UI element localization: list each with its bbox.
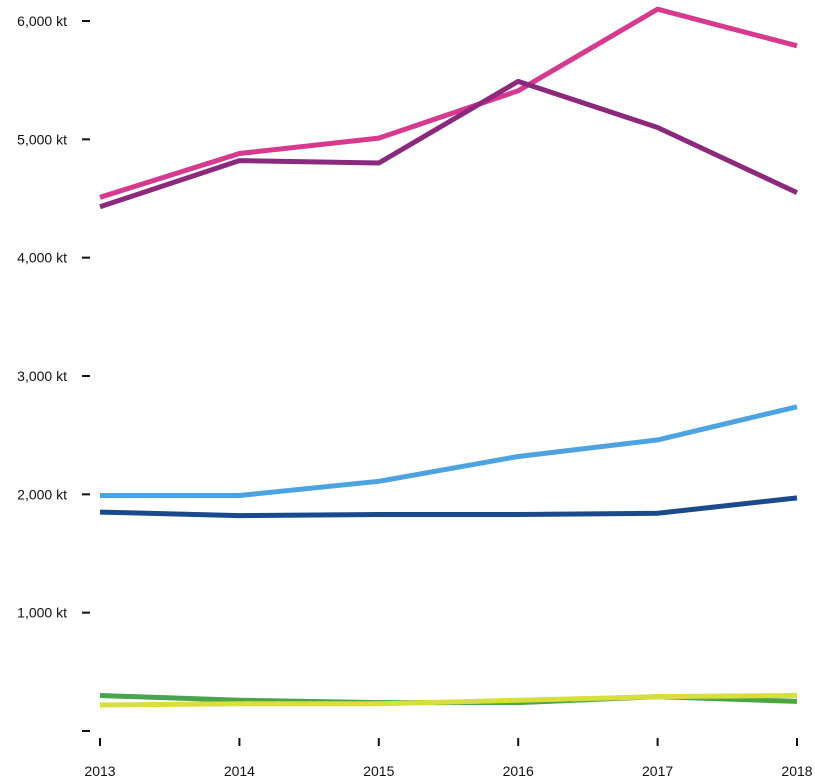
x-tick-label: 2017 xyxy=(642,763,673,779)
y-tick-label: 5,000 kt xyxy=(17,131,67,147)
x-tick-label: 2016 xyxy=(503,763,534,779)
y-tick-label: 6,000 kt xyxy=(17,13,67,29)
series-layer xyxy=(100,9,797,705)
x-tick-label: 2014 xyxy=(224,763,255,779)
x-tick-label: 2013 xyxy=(84,763,115,779)
series-line-1 xyxy=(100,9,797,197)
y-tick-label: 1,000 kt xyxy=(17,605,67,621)
series-line-4 xyxy=(100,498,797,516)
series-line-3 xyxy=(100,407,797,496)
x-tick-label: 2018 xyxy=(781,763,812,779)
series-line-2 xyxy=(100,81,797,206)
x-tick-label: 2015 xyxy=(363,763,394,779)
y-tick-label: 4,000 kt xyxy=(17,250,67,266)
y-tick-label: 2,000 kt xyxy=(17,486,67,502)
y-axis: 1,000 kt 2,000 kt 3,000 kt 4,000 kt 5,000 kt… xyxy=(17,13,90,731)
y-tick-label: 3,000 kt xyxy=(17,368,67,384)
x-axis: 2013 2014 2015 2016 2017 2018 xyxy=(84,738,812,779)
